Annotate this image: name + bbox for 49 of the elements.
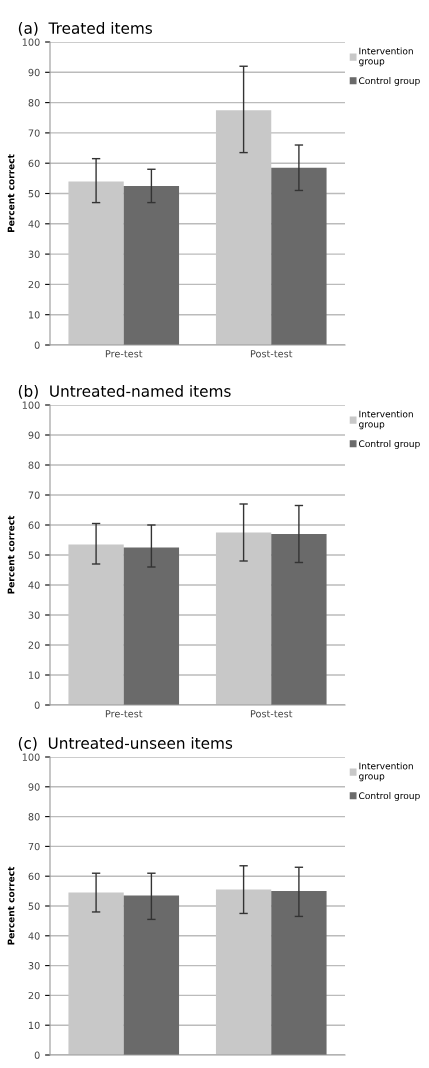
y-tick-label: 50 <box>28 551 40 559</box>
legend-label: Intervention group <box>359 762 413 782</box>
y-tick-label: 80 <box>28 813 40 821</box>
y-tick-label: 20 <box>28 641 40 649</box>
y-tick-label: 40 <box>28 581 40 589</box>
y-tick-label: 10 <box>28 311 40 319</box>
legend-label: Control group <box>359 440 420 449</box>
y-tick-label: 90 <box>28 783 40 791</box>
y-tick-label: 80 <box>28 99 40 107</box>
y-axis-title: Percent correct <box>7 866 15 945</box>
y-tick-label: 90 <box>28 68 40 77</box>
chart-title: (b) Untreated-named items <box>18 385 231 399</box>
x-tick-label: Post-test <box>250 710 293 718</box>
legend-label: Control group <box>359 77 420 86</box>
y-tick-label: 70 <box>28 842 40 851</box>
y-tick-label: 60 <box>28 872 40 881</box>
y-tick-label: 50 <box>28 189 40 198</box>
x-tick-label: Post-test <box>250 350 293 358</box>
y-tick-label: 10 <box>28 671 40 679</box>
y-tick-label: 20 <box>28 280 40 289</box>
y-tick-label: 60 <box>28 521 40 529</box>
x-tick-label: Pre-test <box>105 350 143 358</box>
y-tick-label: 100 <box>22 753 40 761</box>
y-tick-label: 50 <box>28 902 40 910</box>
y-tick-label: 30 <box>28 250 40 258</box>
y-tick-label: 60 <box>28 159 40 168</box>
y-tick-label: 30 <box>28 962 40 970</box>
y-tick-label: 100 <box>22 401 40 409</box>
legend-label: Intervention group <box>359 47 413 67</box>
y-tick-label: 100 <box>22 38 40 46</box>
y-axis-title: Percent correct <box>7 515 15 594</box>
y-tick-label: 70 <box>28 491 40 499</box>
y-tick-label: 10 <box>28 1021 40 1030</box>
y-tick-label: 30 <box>28 611 40 619</box>
chart-title: (c) Untreated-unseen items <box>18 737 233 751</box>
x-tick-label: Pre-test <box>105 710 143 718</box>
y-axis-title: Percent correct <box>7 154 15 233</box>
chart-title: (a) Treated items <box>18 22 152 36</box>
legend-label: Intervention group <box>359 410 413 430</box>
y-tick-label: 70 <box>28 129 40 137</box>
y-tick-label: 80 <box>28 461 40 469</box>
y-tick-label: 0 <box>34 1051 40 1059</box>
y-tick-label: 0 <box>34 701 40 709</box>
legend-label: Control group <box>359 792 420 801</box>
y-tick-label: 40 <box>28 220 40 228</box>
y-tick-label: 20 <box>28 991 40 1000</box>
y-tick-label: 0 <box>34 341 40 349</box>
y-tick-label: 40 <box>28 932 40 940</box>
y-tick-label: 90 <box>28 431 40 439</box>
